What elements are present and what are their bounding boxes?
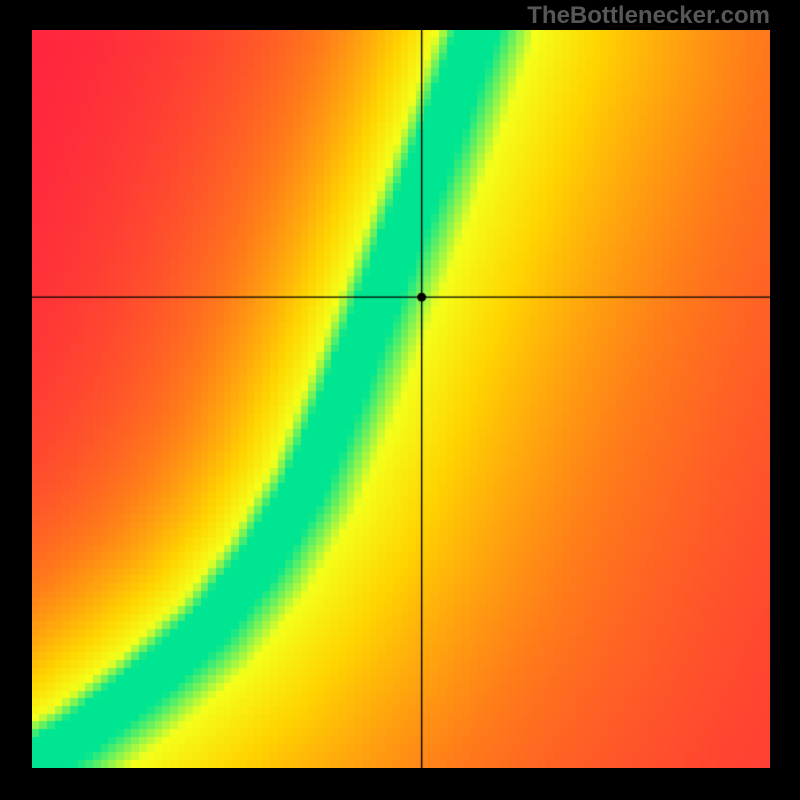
watermark-text: TheBottlenecker.com	[527, 2, 770, 30]
bottleneck-heatmap	[32, 30, 770, 768]
chart-container: TheBottlenecker.com	[0, 0, 800, 800]
